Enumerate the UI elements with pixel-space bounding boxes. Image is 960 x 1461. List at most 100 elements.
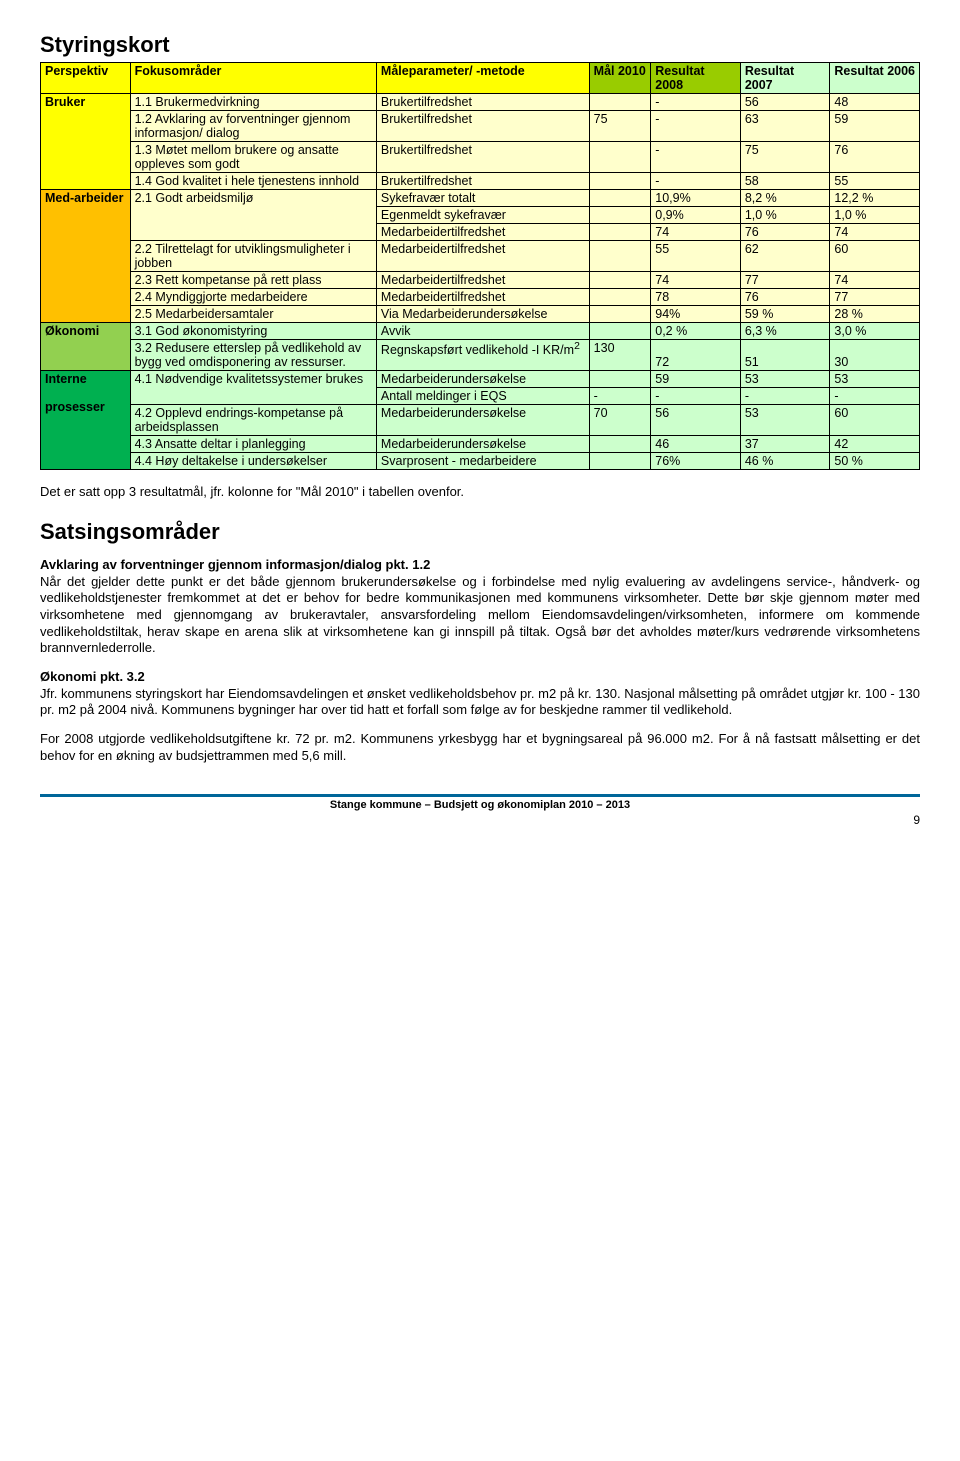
col-metode: Måleparameter/ -metode xyxy=(376,63,589,94)
cell: - xyxy=(589,388,651,405)
styringskort-table: Perspektiv Fokusområder Måleparameter/ -… xyxy=(40,62,920,470)
cell: 8,2 % xyxy=(740,190,830,207)
cell: 58 xyxy=(740,173,830,190)
cell: Brukertilfredshet xyxy=(376,173,589,190)
cell: 0,9% xyxy=(651,207,741,224)
cell: 78 xyxy=(651,289,741,306)
cell: 76% xyxy=(651,453,741,470)
table-row: 1.4 God kvalitet i hele tjenestens innho… xyxy=(41,173,920,190)
page-number: 9 xyxy=(40,813,920,827)
col-r2006: Resultat 2006 xyxy=(830,63,920,94)
table-row: Bruker 1.1 Brukermedvirkning Brukertilfr… xyxy=(41,94,920,111)
cell: 4.3 Ansatte deltar i planlegging xyxy=(130,436,376,453)
cell: 46 xyxy=(651,436,741,453)
cell: 77 xyxy=(740,272,830,289)
table-row: 2.3 Rett kompetanse på rett plass Medarb… xyxy=(41,272,920,289)
cell: 2.5 Medarbeidersamtaler xyxy=(130,306,376,323)
col-r2007: Resultat 2007 xyxy=(740,63,830,94)
cell: 130 xyxy=(589,340,651,371)
cell: 10,9% xyxy=(651,190,741,207)
cell: Brukertilfredshet xyxy=(376,142,589,173)
cell xyxy=(589,306,651,323)
cell: 53 xyxy=(830,371,920,388)
cell: 28 % xyxy=(830,306,920,323)
cell: 53 xyxy=(740,371,830,388)
cell: 37 xyxy=(740,436,830,453)
cell: 51 xyxy=(740,340,830,371)
table-row: 4.4 Høy deltakelse i undersøkelser Svarp… xyxy=(41,453,920,470)
cell xyxy=(589,371,651,388)
cell: 12,2 % xyxy=(830,190,920,207)
cell: Svarprosent - medarbeidere xyxy=(376,453,589,470)
cell: 1.4 God kvalitet i hele tjenestens innho… xyxy=(130,173,376,190)
cell: Brukertilfredshet xyxy=(376,111,589,142)
cell: 74 xyxy=(651,224,741,241)
sub2-body2: For 2008 utgjorde vedlikeholdsutgiftene … xyxy=(40,731,920,764)
cell xyxy=(589,142,651,173)
cell: 59 xyxy=(651,371,741,388)
cell: 75 xyxy=(740,142,830,173)
cell xyxy=(589,207,651,224)
cell: 59 % xyxy=(740,306,830,323)
cell xyxy=(589,190,651,207)
cell: Avvik xyxy=(376,323,589,340)
cell: - xyxy=(830,388,920,405)
cell: 0,2 % xyxy=(651,323,741,340)
table-row: 2.2 Tilrettelagt for utviklingsmulighete… xyxy=(41,241,920,272)
cell: 48 xyxy=(830,94,920,111)
cell: 59 xyxy=(830,111,920,142)
cell xyxy=(589,289,651,306)
col-fokus: Fokusområder xyxy=(130,63,376,94)
cell: 75 xyxy=(589,111,651,142)
cell: 76 xyxy=(740,224,830,241)
cell xyxy=(589,173,651,190)
cell: 56 xyxy=(651,405,741,436)
cell: - xyxy=(651,173,741,190)
cell: 60 xyxy=(830,241,920,272)
page-footer: Stange kommune – Budsjett og økonomiplan… xyxy=(40,794,920,811)
cell-text: Regnskapsført vedlikehold -I KR/m xyxy=(381,343,574,357)
cell: - xyxy=(740,388,830,405)
cell-text: prosesser xyxy=(45,400,105,414)
cell: 55 xyxy=(651,241,741,272)
table-row: 2.5 Medarbeidersamtaler Via Medarbeideru… xyxy=(41,306,920,323)
col-mal2010: Mål 2010 xyxy=(589,63,651,94)
cell: 55 xyxy=(830,173,920,190)
cell: Via Medarbeiderundersøkelse xyxy=(376,306,589,323)
cell: Brukertilfredshet xyxy=(376,94,589,111)
cell-sup: 2 xyxy=(574,341,580,352)
cell: Medarbeiderundersøkelse xyxy=(376,405,589,436)
table-row: Interneprosesser 4.1 Nødvendige kvalitet… xyxy=(41,371,920,388)
table-row: Økonomi 3.1 God økonomistyring Avvik 0,2… xyxy=(41,323,920,340)
footer-divider xyxy=(40,794,920,797)
cell: - xyxy=(651,142,741,173)
cell: Medarbeiderundersøkelse xyxy=(376,371,589,388)
cell: 2.1 Godt arbeidsmiljø xyxy=(130,190,376,241)
cell: 76 xyxy=(740,289,830,306)
cell: Medarbeidertilfredshet xyxy=(376,241,589,272)
cell: Antall meldinger i EQS xyxy=(376,388,589,405)
table-header-row: Perspektiv Fokusområder Måleparameter/ -… xyxy=(41,63,920,94)
cell: 3,0 % xyxy=(830,323,920,340)
cell: 2.2 Tilrettelagt for utviklingsmulighete… xyxy=(130,241,376,272)
sub1-body: Når det gjelder dette punkt er det både … xyxy=(40,574,920,657)
cell: 2.3 Rett kompetanse på rett plass xyxy=(130,272,376,289)
cell: Medarbeidertilfredshet xyxy=(376,272,589,289)
table-row: 3.2 Redusere etterslep på vedlikehold av… xyxy=(41,340,920,371)
cell: 1.3 Møtet mellom brukere og ansatte oppl… xyxy=(130,142,376,173)
cell: 72 xyxy=(651,340,741,371)
cell: - xyxy=(651,111,741,142)
cell: 2.4 Myndiggjorte medarbeidere xyxy=(130,289,376,306)
cell: Medarbeidertilfredshet xyxy=(376,289,589,306)
cell: 50 % xyxy=(830,453,920,470)
table-row: 1.2 Avklaring av forventninger gjennom i… xyxy=(41,111,920,142)
cell: 1.2 Avklaring av forventninger gjennom i… xyxy=(130,111,376,142)
cell: 56 xyxy=(740,94,830,111)
persp-interne: Interneprosesser xyxy=(41,371,131,470)
col-r2008: Resultat 2008 xyxy=(651,63,741,94)
persp-medarbeider: Med-arbeider xyxy=(41,190,131,323)
cell: 74 xyxy=(830,224,920,241)
cell: 4.2 Opplevd endrings-kompetanse på arbei… xyxy=(130,405,376,436)
cell: 42 xyxy=(830,436,920,453)
cell: 3.2 Redusere etterslep på vedlikehold av… xyxy=(130,340,376,371)
